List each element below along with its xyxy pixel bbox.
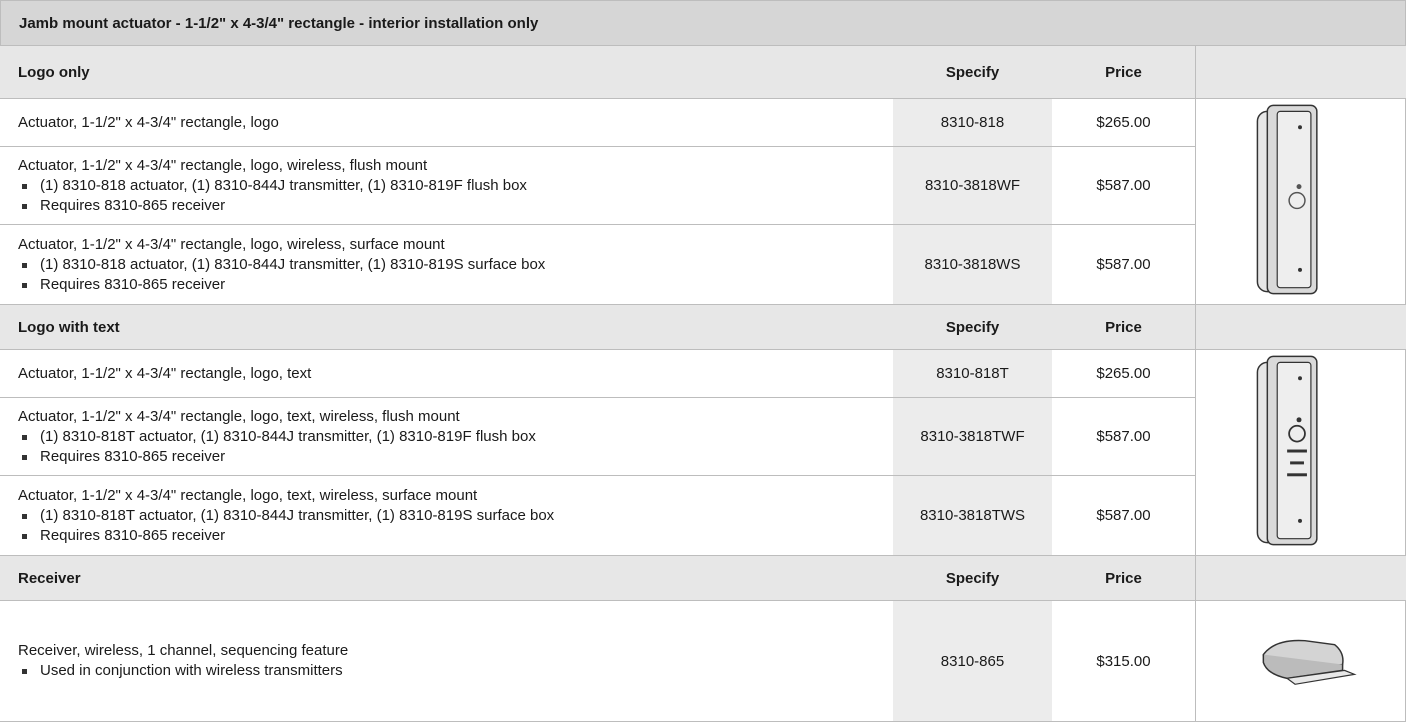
description-cell: Actuator, 1-1/2" x 4-3/4" rectangle, log… [0,225,893,305]
specify: 8310-818T [893,350,1052,398]
product-image [1195,99,1406,305]
price: $587.00 [1052,225,1195,305]
bullet: (1) 8310-818 actuator, (1) 8310-844J tra… [18,176,527,196]
header-cell [1195,46,1406,99]
column-label: Specify [893,46,1052,99]
product-image [1195,350,1406,556]
bullet: (1) 8310-818T actuator, (1) 8310-844J tr… [18,506,554,526]
column-label: Specify [893,305,1052,350]
table-title: Jamb mount actuator - 1-1/2" x 4-3/4" re… [0,0,1406,46]
description-cell: Actuator, 1-1/2" x 4-3/4" rectangle, log… [0,147,893,225]
description: Actuator, 1-1/2" x 4-3/4" rectangle, log… [18,113,279,131]
bullet: Requires 8310-865 receiver [18,447,225,467]
description: Receiver, wireless, 1 channel, sequencin… [18,642,349,659]
product-image [1195,601,1406,722]
bullet: Requires 8310-865 receiver [18,196,225,216]
price: $265.00 [1052,99,1195,147]
bullet: (1) 8310-818T actuator, (1) 8310-844J tr… [18,427,536,447]
price: $587.00 [1052,398,1195,476]
section-header: Logo with text [0,305,893,350]
description-cell: Receiver, wireless, 1 channel, sequencin… [0,601,893,722]
column-label: Price [1052,305,1195,350]
bullet: Requires 8310-865 receiver [18,275,225,295]
description: Actuator, 1-1/2" x 4-3/4" rectangle, log… [18,235,445,253]
column-label: Specify [893,556,1052,601]
specify: 8310-3818WS [893,225,1052,305]
specify: 8310-3818TWF [893,398,1052,476]
description-cell: Actuator, 1-1/2" x 4-3/4" rectangle, log… [0,99,893,147]
column-label: Price [1052,46,1195,99]
description-cell: Actuator, 1-1/2" x 4-3/4" rectangle, log… [0,398,893,476]
description-cell: Actuator, 1-1/2" x 4-3/4" rectangle, log… [0,476,893,556]
price: $587.00 [1052,476,1195,556]
column-label: Price [1052,556,1195,601]
bullet: (1) 8310-818 actuator, (1) 8310-844J tra… [18,255,545,275]
price: $315.00 [1052,601,1195,722]
price: $587.00 [1052,147,1195,225]
description: Actuator, 1-1/2" x 4-3/4" rectangle, log… [18,486,478,504]
section-header: Receiver [0,556,893,601]
description: Actuator, 1-1/2" x 4-3/4" rectangle, log… [18,364,312,382]
bullet: Requires 8310-865 receiver [18,526,225,546]
specify: 8310-3818WF [893,147,1052,225]
header-cell [1195,305,1406,350]
description-cell: Actuator, 1-1/2" x 4-3/4" rectangle, log… [0,350,893,398]
specify: 8310-3818TWS [893,476,1052,556]
price: $265.00 [1052,350,1195,398]
description: Actuator, 1-1/2" x 4-3/4" rectangle, log… [18,156,428,174]
description: Actuator, 1-1/2" x 4-3/4" rectangle, log… [18,407,460,425]
section-header: Logo only [0,46,893,99]
specify: 8310-818 [893,99,1052,147]
bullet: Used in conjunction with wireless transm… [18,661,343,681]
specify: 8310-865 [893,601,1052,722]
header-cell [1195,556,1406,601]
